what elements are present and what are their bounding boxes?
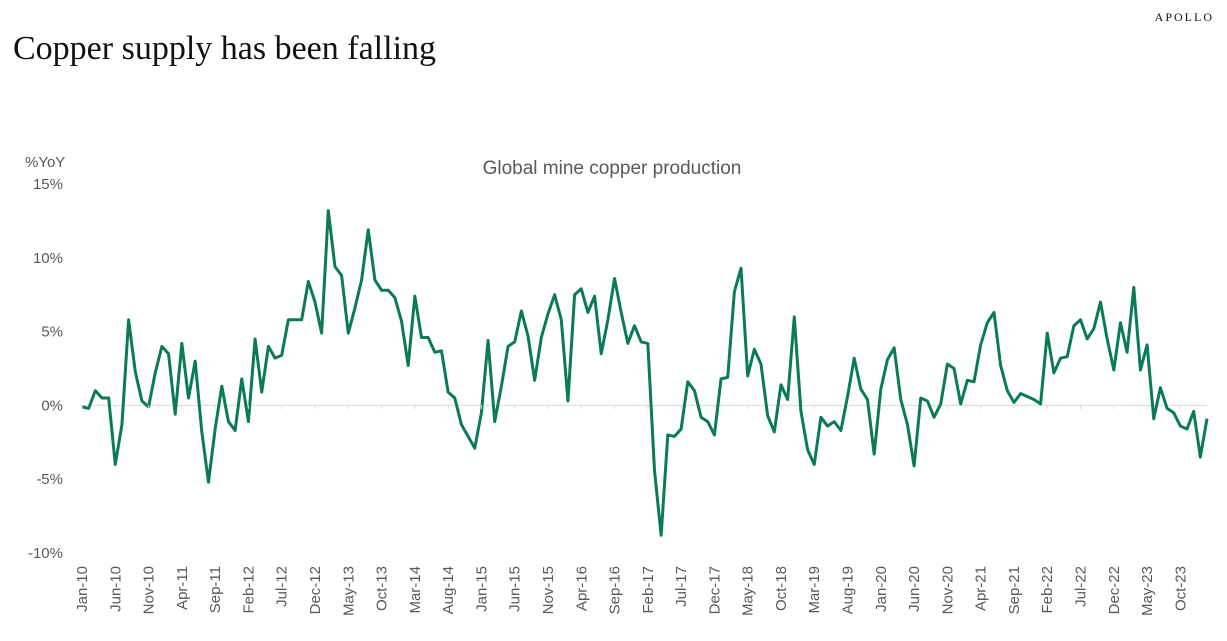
x-tick-label: Sep-21 (1006, 566, 1023, 614)
brand-logo: APOLLO (1154, 10, 1214, 24)
x-tick-label: Nov-20 (939, 566, 956, 614)
x-tick-label: Dec-17 (706, 566, 723, 614)
x-tick-label: Mar-19 (806, 566, 823, 614)
x-tick-label: Mar-14 (407, 566, 424, 614)
x-tick-label: Sep-11 (207, 566, 224, 613)
x-tick-label: Oct-18 (773, 566, 790, 611)
x-tick-label: Jan-15 (473, 566, 490, 612)
x-tick-label: Jul-12 (274, 566, 291, 607)
x-tick-label: Jul-17 (673, 566, 690, 607)
x-tick-label: Jul-22 (1073, 566, 1090, 607)
x-tick-label: Apr-21 (973, 566, 990, 611)
x-tick-label: Nov-10 (141, 566, 158, 614)
y-tick-label: 0% (41, 397, 63, 414)
x-tick-label: Jun-20 (906, 566, 923, 612)
x-tick-label: Jan-20 (873, 566, 890, 612)
x-tick-label: Aug-14 (440, 566, 457, 614)
x-tick-label: Jan-10 (74, 566, 91, 612)
y-tick-label: 5% (41, 324, 63, 341)
page-title: Copper supply has been falling (13, 30, 437, 67)
x-tick-label: May-23 (1139, 566, 1156, 616)
y-tick-label: 10% (33, 250, 63, 267)
x-tick-label: Jun-10 (107, 566, 124, 612)
x-tick-label: Feb-12 (240, 566, 257, 614)
x-tick-label: Oct-23 (1172, 566, 1189, 611)
x-tick-label: May-18 (740, 566, 757, 616)
x-tick-label: Aug-19 (840, 566, 857, 614)
x-tick-label: Sep-16 (607, 566, 624, 614)
x-tick-label: Feb-22 (1039, 566, 1056, 614)
y-axis-unit-label: %YoY (25, 154, 65, 171)
x-tick-label: Oct-13 (374, 566, 391, 611)
x-tick-label: Jun-15 (507, 566, 524, 612)
x-tick-label: May-13 (340, 566, 357, 616)
x-tick-label: Dec-22 (1106, 566, 1123, 614)
x-tick-label: Feb-17 (640, 566, 657, 614)
x-tick-label: Nov-15 (540, 566, 557, 614)
x-tick-label: Dec-12 (307, 566, 324, 614)
series-line-global-mine-copper-production (81, 209, 1209, 537)
y-tick-label: -10% (28, 545, 63, 562)
x-tick-label: Apr-16 (573, 566, 590, 611)
y-tick-label: -5% (36, 471, 63, 488)
y-tick-label: 15% (33, 176, 63, 193)
chart-title: Global mine copper production (483, 158, 742, 179)
x-tick-label: Apr-11 (174, 566, 191, 610)
